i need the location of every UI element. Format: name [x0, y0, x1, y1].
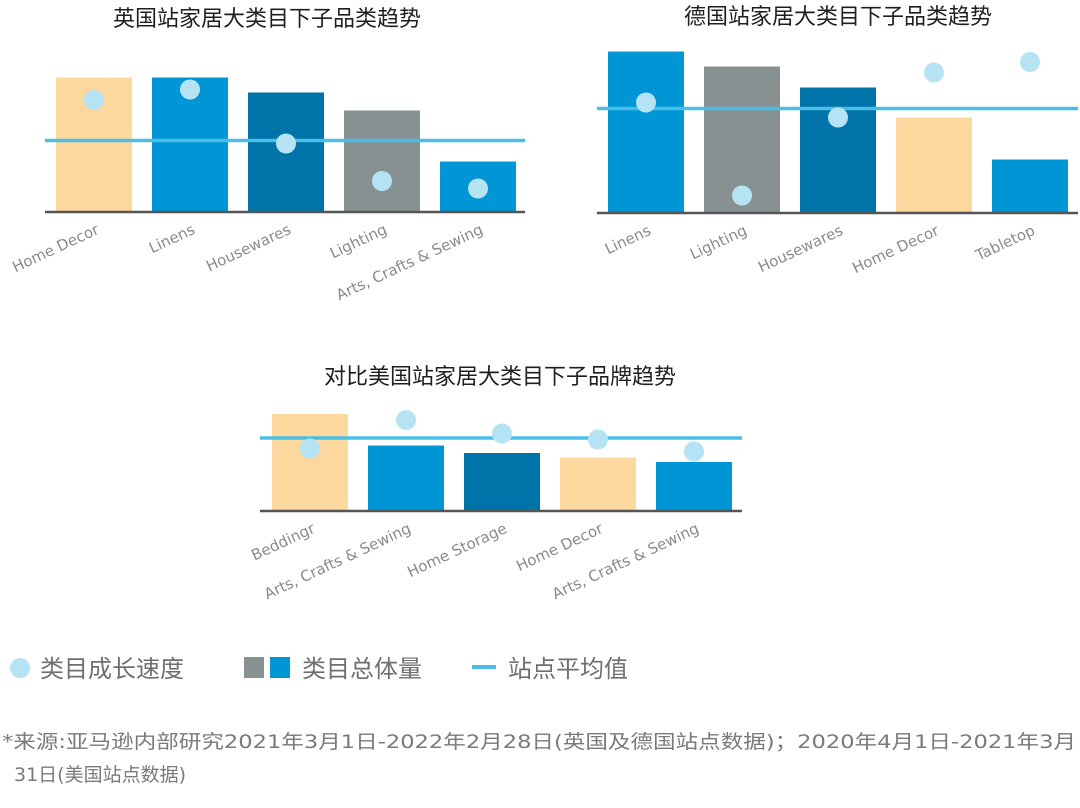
chart-title-uk: 英国站家居大类目下子品类趋势: [113, 7, 421, 32]
legend-volume-marker-blue: [270, 657, 290, 678]
growth-point: [372, 171, 392, 191]
x-tick-label: Housewares: [755, 221, 846, 276]
chart-title-de: 德国站家居大类目下子品类趋势: [684, 5, 992, 30]
bar: [560, 457, 636, 510]
legend-growth-label: 类目成长速度: [40, 655, 184, 683]
legend: 类目成长速度 类目总体量 站点平均值: [10, 655, 628, 683]
bar: [152, 77, 228, 211]
footnote-line-1: *来源:亚马逊内部研究2021年3月1日-2022年2月28日(英国及德国站点数…: [2, 731, 1076, 753]
growth-point: [828, 107, 848, 128]
footnote-line-2: 31日(美国站点数据): [14, 764, 186, 786]
growth-point: [732, 185, 752, 206]
legend-volume-marker-gray: [244, 657, 264, 678]
bar: [368, 445, 444, 510]
growth-point: [1020, 52, 1040, 72]
bar: [608, 51, 684, 212]
bar: [272, 414, 348, 510]
growth-point: [492, 423, 512, 444]
chart-uk: Home Decor Linens Housewares LightingArts, …: [9, 77, 525, 304]
bar: [656, 462, 732, 510]
chart-de: Linens Lighting Housewares Home Decor Tablet…: [597, 51, 1078, 277]
growth-point: [588, 429, 608, 450]
growth-point: [84, 90, 104, 110]
growth-point: [636, 92, 656, 113]
bar: [800, 87, 876, 212]
bar: [344, 110, 420, 211]
x-tick-label: Housewares: [203, 220, 294, 275]
legend-growth-marker: [10, 658, 30, 678]
growth-point: [180, 79, 200, 100]
x-tick-label: Linens: [602, 221, 654, 258]
growth-point: [468, 178, 488, 199]
legend-average-marker: [472, 665, 496, 669]
x-tick-label: Lighting: [687, 221, 750, 263]
bar: [992, 159, 1068, 212]
growth-point: [924, 62, 944, 83]
x-tick-label: Lighting: [327, 220, 390, 262]
x-tick-label: Home Decor: [9, 220, 102, 276]
growth-point: [300, 438, 320, 459]
x-tick-label: Linens: [146, 220, 198, 257]
legend-volume-label: 类目总体量: [302, 655, 422, 683]
x-tick-label: Home Storage: [404, 519, 509, 581]
x-tick-label: Tabletop: [972, 221, 1038, 265]
bar: [464, 453, 540, 510]
bar: [896, 117, 972, 212]
legend-average-label: 站点平均值: [508, 655, 628, 683]
chart-title-us: 对比美国站家居大类目下子品牌趋势: [324, 365, 676, 390]
growth-point: [276, 133, 296, 154]
growth-point: [684, 441, 704, 462]
x-tick-label: Home Decor: [849, 221, 942, 277]
growth-point: [396, 410, 416, 430]
x-tick-label: Beddingr: [249, 519, 319, 564]
